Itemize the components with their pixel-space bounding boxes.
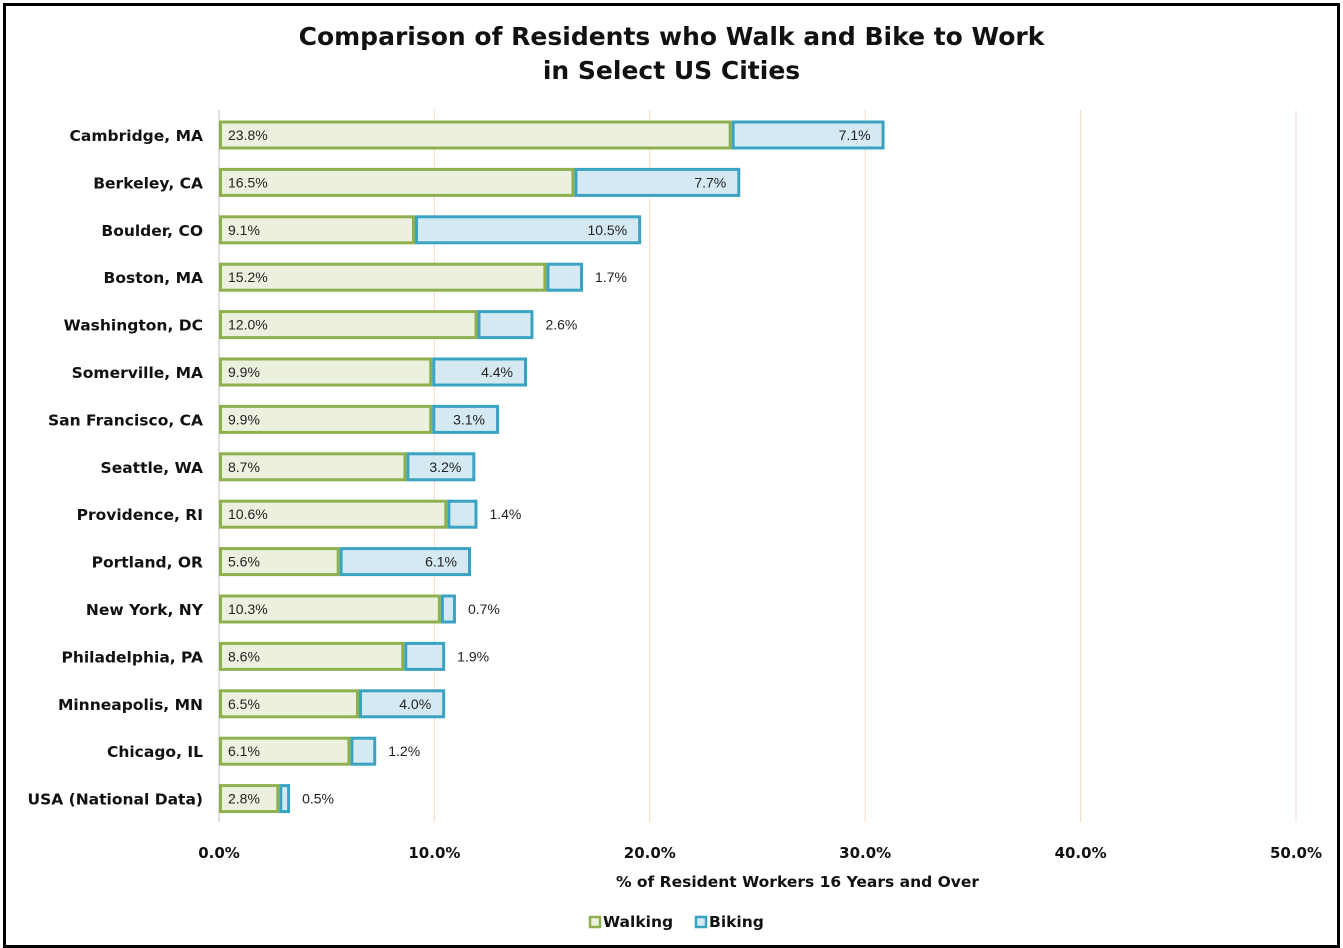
category-label: Washington, DC — [64, 317, 203, 335]
walking-bar — [219, 120, 732, 150]
biking-value-label: 7.7% — [694, 174, 726, 190]
category-label: Providence, RI — [77, 506, 203, 524]
biking-value-label: 1.2% — [388, 743, 420, 759]
biking-value-label: 0.7% — [468, 601, 500, 617]
walking-value-label: 10.3% — [228, 601, 268, 617]
walking-value-label: 5.6% — [228, 554, 260, 570]
x-tick-label: 10.0% — [408, 844, 460, 862]
chart-title-line-2: in Select US Cities — [542, 56, 801, 85]
biking-bar — [432, 404, 500, 434]
walking-value-label: 6.5% — [228, 696, 260, 712]
walking-bar — [219, 452, 407, 482]
biking-bar — [447, 499, 478, 529]
category-label: Chicago, IL — [107, 743, 203, 761]
category-label: San Francisco, CA — [48, 411, 203, 429]
category-label: USA (National Data) — [27, 791, 203, 809]
biking-bar — [574, 167, 741, 197]
x-tick-label: 50.0% — [1270, 844, 1322, 862]
biking-bar — [731, 120, 885, 150]
biking-bar — [404, 641, 446, 671]
walking-value-label: 23.8% — [228, 127, 268, 143]
x-tick-label: 0.0% — [198, 844, 240, 862]
biking-bar — [415, 215, 642, 245]
biking-bar — [432, 357, 528, 387]
biking-value-label: 10.5% — [587, 222, 627, 238]
category-label: Boston, MA — [104, 269, 204, 287]
biking-value-label: 1.4% — [489, 506, 521, 522]
category-label: Seattle, WA — [101, 459, 203, 477]
walking-bar — [219, 594, 441, 624]
category-label: Somerville, MA — [72, 364, 203, 382]
walking-value-label: 8.6% — [228, 648, 260, 664]
chart-title-line-1: Comparison of Residents who Walk and Bik… — [298, 22, 1045, 51]
category-label: Minneapolis, MN — [58, 696, 203, 714]
legend-biking-swatch — [694, 915, 708, 929]
walking-bar — [219, 641, 405, 671]
walking-bar — [219, 167, 575, 197]
bar-chart: 0.0% 10.0% 20.0% 30.0% 40.0% 50.0% Cambridge, … — [27, 110, 1322, 931]
biking-value-label: 3.2% — [429, 459, 461, 475]
category-label: Boulder, CO — [101, 222, 203, 240]
biking-bar — [440, 594, 456, 624]
x-tick-label: 30.0% — [839, 844, 891, 862]
legend-walking-label: Walking — [603, 913, 673, 931]
biking-value-label: 1.7% — [595, 269, 627, 285]
x-tick-label: 20.0% — [624, 844, 676, 862]
biking-bar — [350, 736, 377, 766]
x-tick-label: 40.0% — [1055, 844, 1107, 862]
biking-value-label: 0.5% — [302, 791, 334, 807]
x-axis-title: % of Resident Workers 16 Years and Over — [616, 873, 979, 891]
biking-value-label: 2.6% — [545, 317, 577, 333]
biking-value-label: 4.0% — [399, 696, 431, 712]
biking-value-label: 6.1% — [425, 554, 457, 570]
walking-value-label: 9.1% — [228, 222, 260, 238]
legend-walking-swatch — [588, 915, 602, 929]
biking-bar — [406, 452, 476, 482]
biking-value-label: 3.1% — [453, 411, 485, 427]
category-label: Portland, OR — [92, 554, 203, 572]
walking-value-label: 15.2% — [228, 269, 268, 285]
biking-value-label: 1.9% — [457, 648, 489, 664]
walking-bar — [219, 689, 360, 719]
chart-frame: Comparison of Residents who Walk and Bik… — [3, 3, 1340, 948]
walking-bar — [219, 784, 280, 814]
biking-bar — [339, 547, 472, 577]
biking-bar — [477, 310, 534, 340]
walking-value-label: 10.6% — [228, 506, 268, 522]
biking-bar — [359, 689, 446, 719]
walking-value-label: 12.0% — [228, 317, 268, 333]
category-label: Cambridge, MA — [70, 127, 203, 145]
walking-bar — [219, 262, 547, 292]
walking-value-label: 16.5% — [228, 174, 268, 190]
walking-bar — [219, 404, 433, 434]
walking-bar — [219, 310, 478, 340]
walking-value-label: 6.1% — [228, 743, 260, 759]
legend-biking-label: Biking — [709, 913, 764, 931]
category-label: Philadelphia, PA — [61, 648, 203, 666]
walking-value-label: 8.7% — [228, 459, 260, 475]
walking-value-label: 2.8% — [228, 791, 260, 807]
walking-value-label: 9.9% — [228, 364, 260, 380]
biking-value-label: 7.1% — [839, 127, 871, 143]
walking-bar — [219, 499, 448, 529]
walking-bar — [219, 547, 340, 577]
category-label: New York, NY — [86, 601, 204, 619]
walking-bar — [219, 357, 433, 387]
biking-bar — [546, 262, 584, 292]
biking-bar — [279, 784, 291, 814]
walking-bar — [219, 215, 416, 245]
walking-value-label: 9.9% — [228, 411, 260, 427]
category-label: Berkeley, CA — [93, 174, 203, 192]
walking-bar — [219, 736, 351, 766]
biking-value-label: 4.4% — [481, 364, 513, 380]
